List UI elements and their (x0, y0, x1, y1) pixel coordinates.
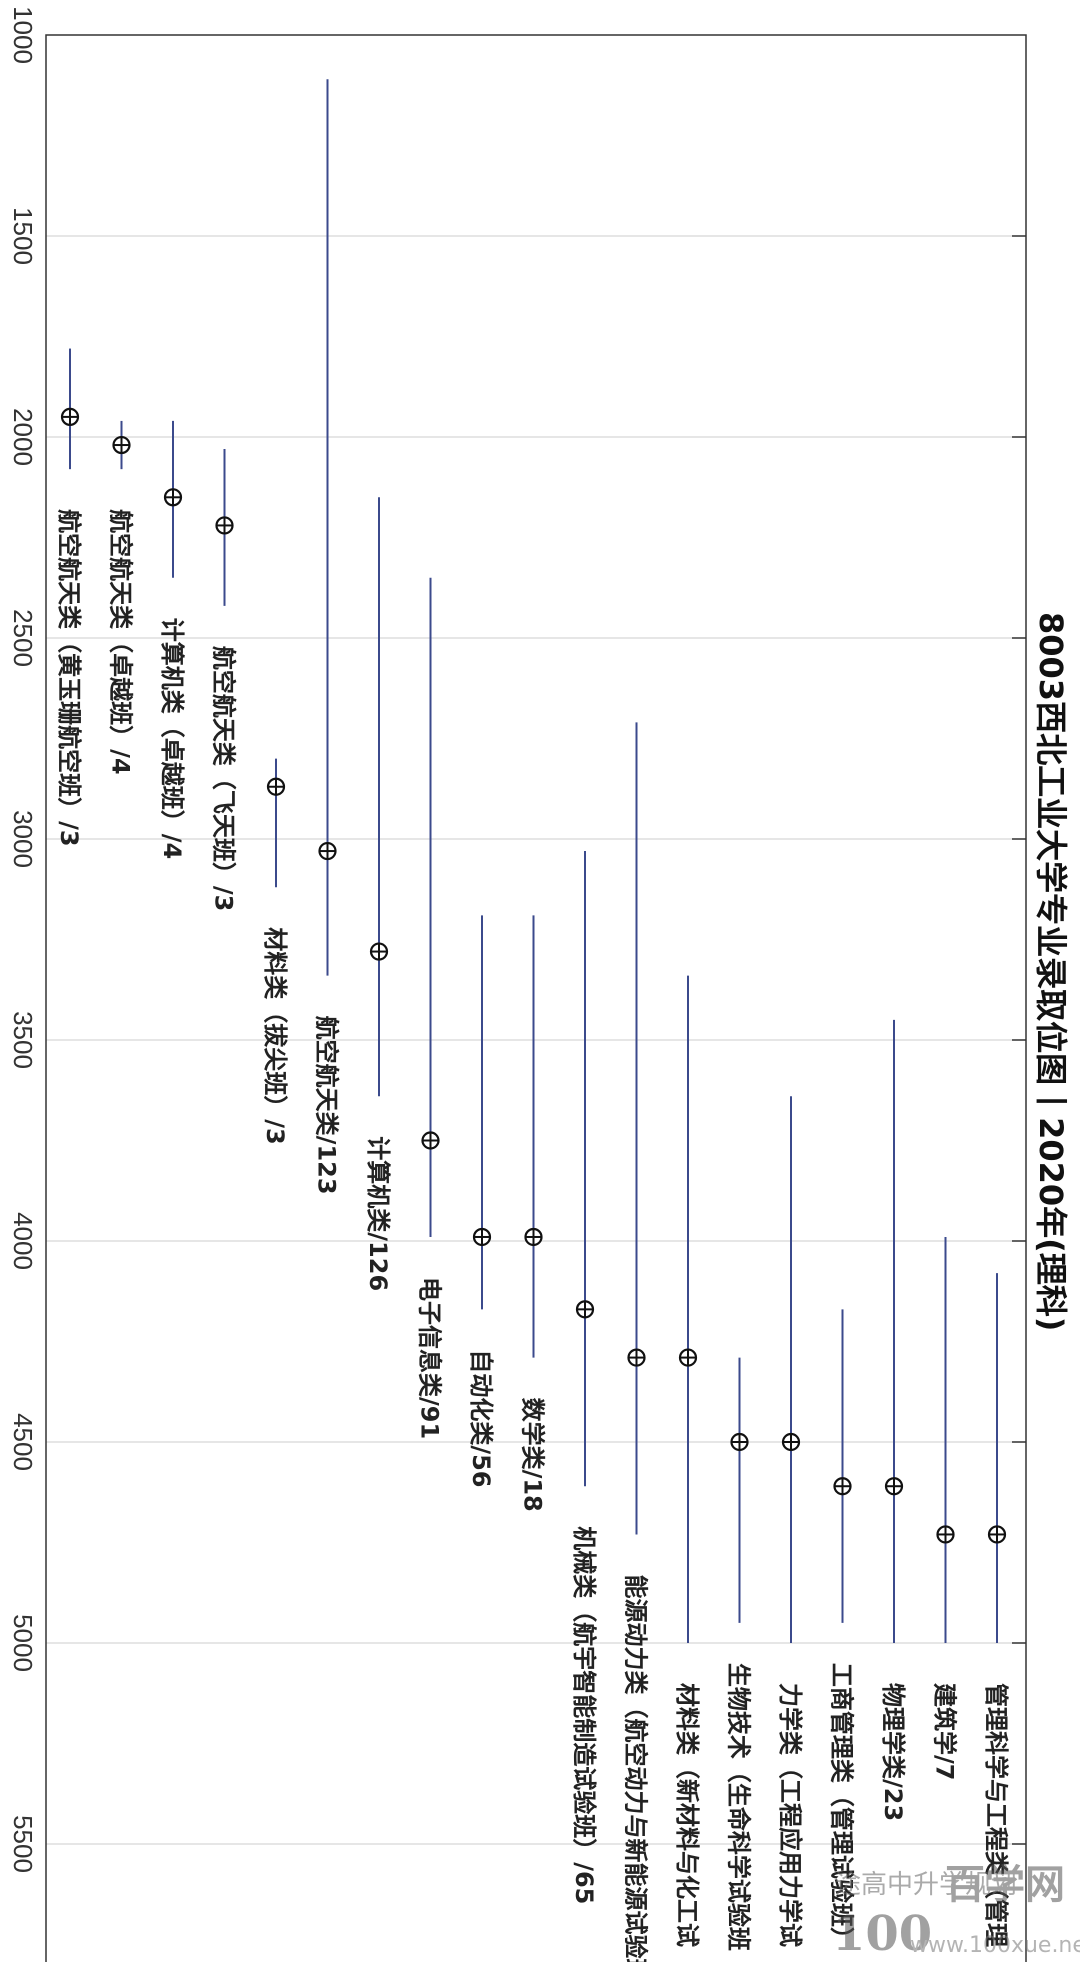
tick-label: 4000 (8, 1212, 38, 1270)
watermark-url: www.100xue.net (910, 1933, 1080, 1958)
category-label: 生物技术（生命科学试验班 (725, 1663, 753, 1951)
plot-frame (45, 34, 1027, 1962)
data-point-group: 工商管理类（管理试验班） (828, 1309, 856, 1951)
category-label: 计算机类/126 (364, 1136, 392, 1291)
tick-label: 3000 (8, 810, 38, 868)
tick-label: 1000 (8, 6, 38, 64)
category-label: 航空航天类（飞天班）/3 (210, 646, 238, 911)
tick-label: 3500 (8, 1011, 38, 1069)
data-point-group: 机械类（航宇智能制造试验班）/65 (570, 851, 598, 1904)
watermark-logo-text: 百学网 (945, 1861, 1065, 1908)
category-label: 工商管理类（管理试验班） (828, 1663, 856, 1951)
data-point-group: 物理学类/23 (879, 1019, 907, 1821)
category-label: 航空航天类（黄玉珊航空班）/3 (55, 509, 83, 846)
data-point-group: 材料类（新材料与化工试 (673, 975, 701, 1947)
watermark: 途高中升学规划 100 百学网 www.100xue.net (832, 1861, 1080, 1962)
data-point-group: 自动化类/56 (467, 915, 495, 1488)
tick-label: 1500 (8, 207, 38, 265)
watermark-line1: 途高中升学规划 (835, 1870, 1017, 1900)
data-point-group: 建筑学/7 (931, 1236, 959, 1780)
watermark-logo-digits: 100 (832, 1906, 932, 1962)
data-point-group: 航空航天类（黄玉珊航空班）/3 (55, 348, 83, 847)
data-point-group: 管理科学与工程类（管理 (982, 1273, 1010, 1947)
data-point-group: 能源动力类（航空动力与新能源试验班） (622, 722, 650, 1962)
category-label: 建筑学/7 (931, 1683, 959, 1780)
gridlines (46, 235, 1026, 1845)
rank-axis-ticks: 1000 1500 2000 2500 3000 3500 4000 4500 5000 5500 (8, 6, 38, 1873)
chart-title: 8003西北工业大学专业录取位图丨2020年(理科) (1032, 612, 1070, 1331)
category-label: 机械类（航宇智能制造试验班）/65 (570, 1526, 598, 1904)
category-label: 物理学类/23 (879, 1683, 907, 1821)
category-label: 电子信息类/91 (416, 1277, 444, 1439)
data-point-group: 材料类（拔尖班）/3 (261, 758, 289, 1145)
data-point-group: 数学类/18 (519, 915, 547, 1512)
chart-title-group: 8003西北工业大学专业录取位图丨2020年(理科) (1032, 612, 1070, 1331)
category-label: 材料类（新材料与化工试 (673, 1683, 701, 1947)
data-point-group: 力学类（工程应用力学试 (776, 1096, 804, 1947)
data-point-group: 计算机类（卓越班）/4 (158, 420, 186, 859)
category-label: 自动化类/56 (467, 1349, 495, 1487)
category-label: 数学类/18 (519, 1398, 547, 1512)
tick-label: 4500 (8, 1413, 38, 1471)
data-point-group: 计算机类/126 (364, 497, 392, 1291)
data-marks: 航空航天类（黄玉珊航空班）/3 航空航天类（卓越班）/4 计算机类（卓越班）/4 航空… (55, 79, 1010, 1962)
data-point-group: 航空航天类（飞天班）/3 (210, 449, 238, 911)
data-point-group: 电子信息类/91 (416, 577, 444, 1439)
tick-label: 2000 (8, 408, 38, 466)
tick-label: 5500 (8, 1815, 38, 1873)
tick-label: 5000 (8, 1614, 38, 1672)
tick-label: 2500 (8, 609, 38, 667)
category-label: 航空航天类（卓越班）/4 (107, 509, 135, 774)
category-label: 力学类（工程应用力学试 (776, 1683, 804, 1947)
data-point-group: 生物技术（生命科学试验班 (725, 1357, 753, 1951)
category-label: 计算机类（卓越班）/4 (158, 618, 186, 859)
category-label: 能源动力类（航空动力与新能源试验班） (622, 1574, 650, 1962)
data-point-group: 航空航天类（卓越班）/4 (107, 420, 135, 775)
category-label: 管理科学与工程类（管理 (982, 1683, 1010, 1947)
category-label: 材料类（拔尖班）/3 (261, 927, 289, 1144)
category-label: 航空航天类/123 (313, 1016, 341, 1195)
data-point-group: 航空航天类/123 (313, 79, 341, 1195)
